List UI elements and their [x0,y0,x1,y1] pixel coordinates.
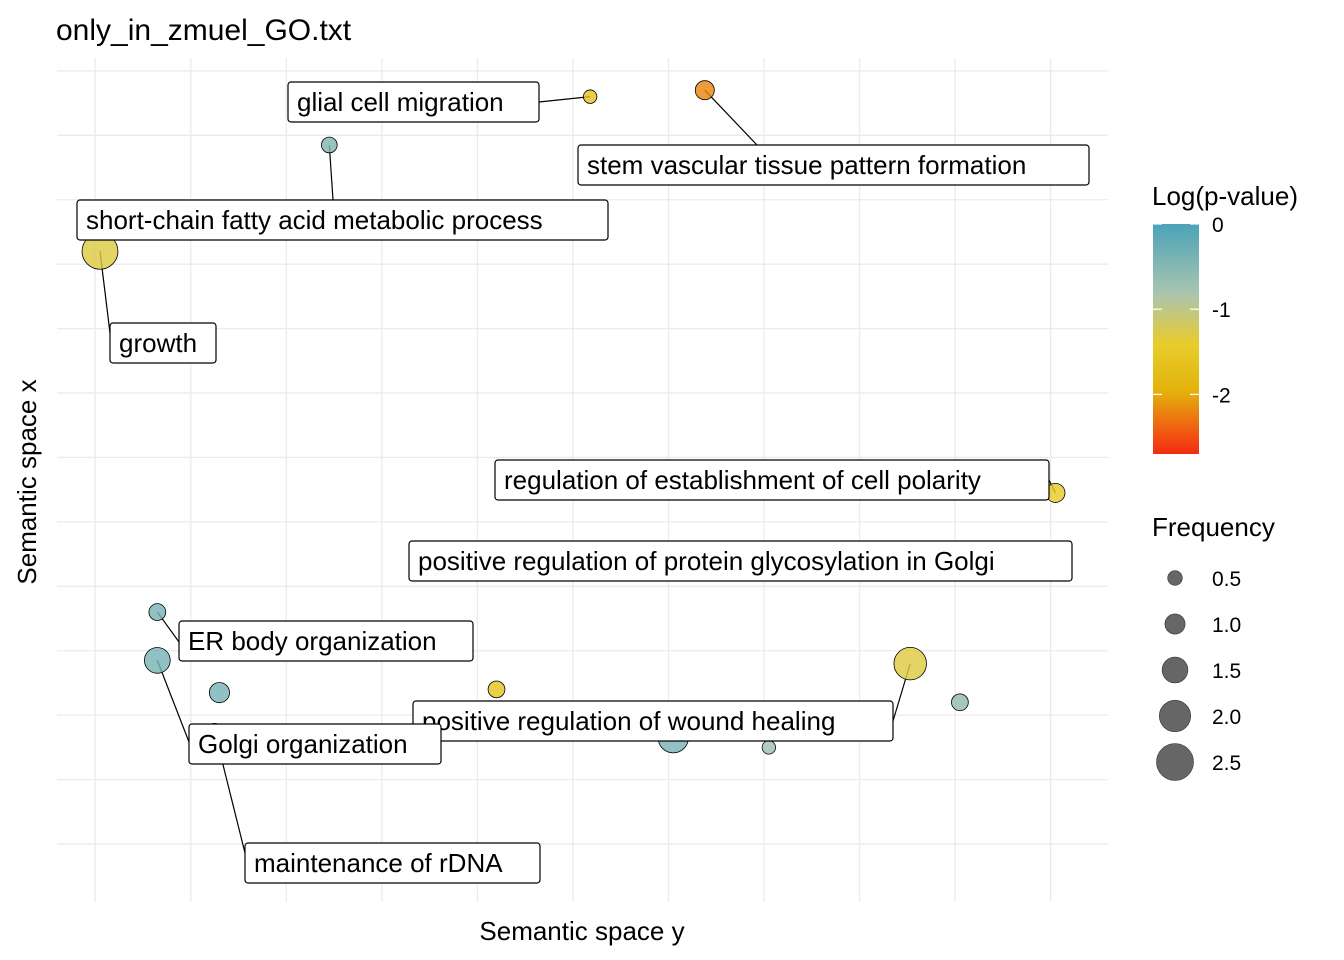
point-label: glial cell migration [287,81,540,123]
point-label-text: positive regulation of wound healing [422,706,835,736]
size-legend-symbol [1167,570,1183,586]
point-label-box [408,540,1073,582]
size-legend-title: Frequency [1152,512,1275,542]
size-legend-symbol [1161,656,1189,684]
color-legend-title: Log(p-value) [1152,181,1298,211]
data-point [761,740,776,755]
point-label: positive regulation of protein glycosyla… [408,540,1073,582]
size-tick-label: 2.0 [1212,706,1241,729]
point-label-box [76,199,609,241]
data-point [583,89,598,104]
point-labels: glial cell migration stem vascular tissue… [76,81,1090,884]
size-legend-symbol [1164,613,1186,635]
point-label: ER body organization [178,620,474,662]
point-label-text: glial cell migration [297,87,504,117]
point-label-box [412,700,894,742]
point-label: maintenance of rDNA [244,842,541,884]
size-legend-symbol [1156,743,1194,781]
point-label: Golgi organization [188,723,442,765]
x-axis-title: Semantic space y [479,916,684,946]
point-label-box [244,842,541,884]
label-leader-line [538,96,591,103]
point-label-box [494,459,1050,501]
data-point [321,136,338,154]
point-label-text: Golgi organization [198,729,408,759]
label-leader-line [156,660,190,743]
point-label: positive regulation of wound healing [412,700,894,742]
chart-title: only_in_zmuel_GO.txt [56,14,352,47]
size-tick-label: 1.5 [1212,660,1241,683]
point-label-box [577,144,1090,186]
point-label-box [178,620,474,662]
point-label-box [109,322,217,364]
point-label-box [287,81,540,123]
color-tick-label: 0 [1212,214,1224,237]
color-bar [1153,224,1199,454]
point-label-text: maintenance of rDNA [254,848,503,878]
data-point [144,647,171,674]
data-point [694,80,715,101]
data-point [893,646,927,681]
y-axis-title: Semantic space x [12,379,42,584]
point-label-text: short-chain fatty acid metabolic process [86,205,543,235]
label-leader-line [704,89,758,146]
point-label-text: growth [119,328,197,358]
size-legend: Frequency 0.5 1.0 1.5 2.0 2.5 [1152,512,1275,781]
label-leader-line [328,144,334,201]
size-legend-symbol [1159,699,1192,732]
point-label-text: regulation of establishment of cell pola… [504,465,981,495]
data-point [148,603,167,621]
data-point [208,682,230,704]
size-tick-label: 0.5 [1212,568,1241,591]
point-label-box [188,723,442,765]
color-tick-label: -2 [1212,384,1231,407]
point-label-text: stem vascular tissue pattern formation [587,150,1026,180]
color-legend: Log(p-value) 0 -1 -2 [1152,181,1298,454]
point-label: short-chain fatty acid metabolic process [76,199,609,241]
point-label-text: ER body organization [188,626,437,656]
point-label: growth [109,322,217,364]
data-point [487,680,506,699]
color-tick-label: -1 [1212,299,1231,322]
point-label: regulation of establishment of cell pola… [494,459,1050,501]
size-tick-label: 1.0 [1212,614,1241,637]
point-label-text: positive regulation of protein glycosyla… [418,546,995,576]
size-tick-label: 2.5 [1212,752,1241,775]
point-label: stem vascular tissue pattern formation [577,144,1090,186]
data-point [951,693,969,712]
